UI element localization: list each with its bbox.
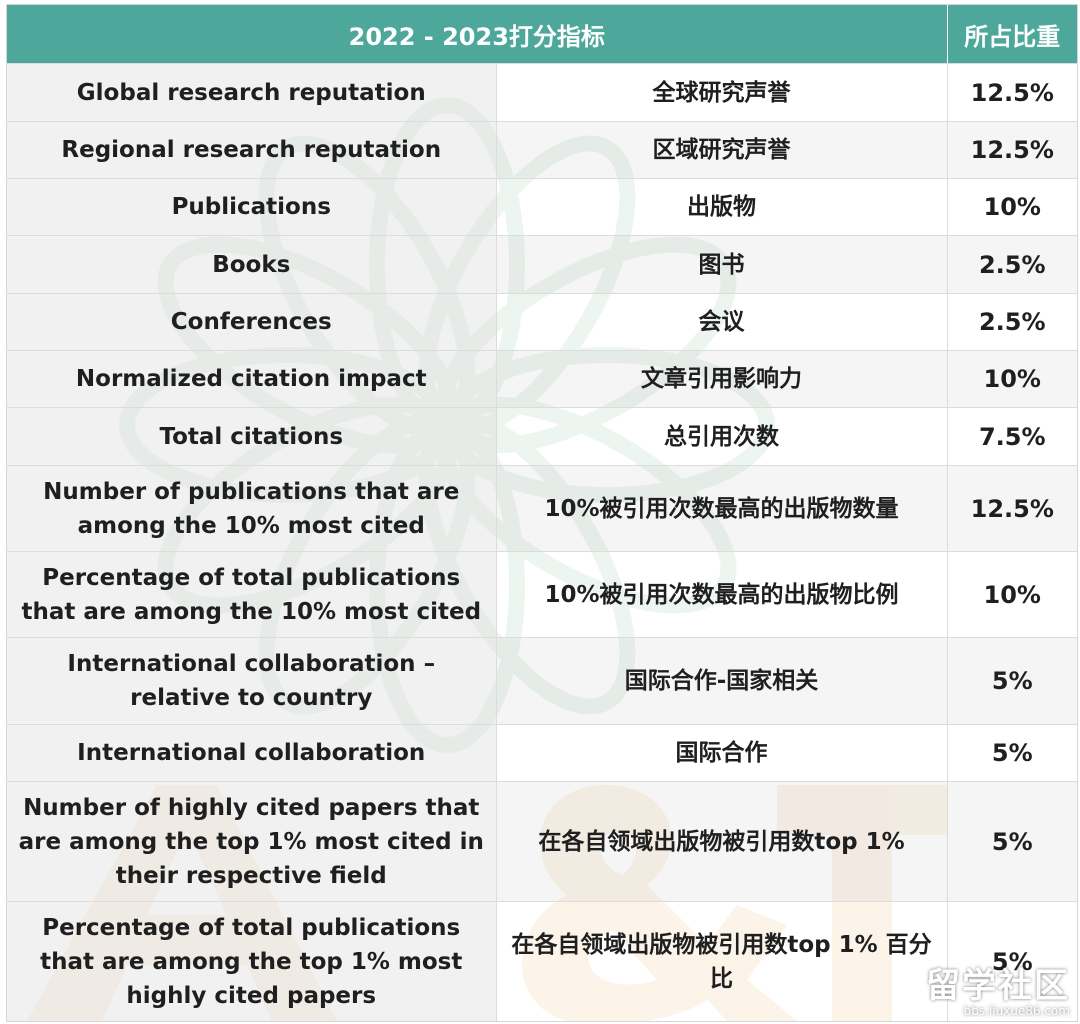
table-row: Normalized citation impact 文章引用影响力 10% (7, 350, 1077, 408)
indicator-cn: 文章引用影响力 (496, 350, 948, 408)
table-row: Percentage of total publications that ar… (7, 551, 1077, 638)
indicator-cn: 在各自领域出版物被引用数top 1% 百分比 (496, 901, 948, 1021)
indicator-cn: 在各自领域出版物被引用数top 1% (496, 781, 948, 902)
indicator-en: Total citations (7, 407, 497, 466)
header-title: 2022 - 2023打分指标 (7, 5, 948, 64)
table-row: Regional research reputation 区域研究声誉 12.5… (7, 121, 1077, 179)
indicator-weight: 5% (947, 724, 1077, 782)
site-logo: 留学社区 bbs.liuxue86.com (926, 968, 1070, 1018)
indicator-en: International collaboration – relative t… (7, 637, 497, 725)
indicator-weight: 7.5% (947, 407, 1077, 466)
indicator-cn: 图书 (496, 235, 948, 294)
indicator-en: Publications (7, 178, 497, 236)
indicator-cn: 国际合作-国家相关 (496, 637, 948, 725)
indicator-cn: 全球研究声誉 (496, 63, 948, 122)
indicator-en: Books (7, 235, 497, 294)
indicator-weight: 5% (947, 901, 1077, 1021)
indicator-weight: 5% (947, 781, 1077, 902)
table-row: Percentage of total publications that ar… (7, 901, 1077, 1021)
table-row: Number of publications that are among th… (7, 465, 1077, 552)
table-row: Global research reputation 全球研究声誉 12.5% (7, 63, 1077, 122)
indicator-weight: 12.5% (947, 63, 1077, 122)
table-header-row: 2022 - 2023打分指标 所占比重 (7, 5, 1077, 64)
indicator-cn: 会议 (496, 293, 948, 351)
site-logo-url: bbs.liuxue86.com (963, 1004, 1070, 1018)
indicator-en: Global research reputation (7, 63, 497, 122)
indicator-weight: 12.5% (947, 465, 1077, 552)
table-row: Number of highly cited papers that are a… (7, 781, 1077, 902)
indicator-weight: 12.5% (947, 121, 1077, 179)
table-row: Conferences 会议 2.5% (7, 293, 1077, 351)
indicator-weight: 5% (947, 637, 1077, 725)
indicator-en: Regional research reputation (7, 121, 497, 179)
table-row: Books 图书 2.5% (7, 235, 1077, 294)
site-logo-text: 留学社区 (926, 966, 1070, 1006)
indicator-en: Number of highly cited papers that are a… (7, 781, 497, 902)
indicator-cn: 区域研究声誉 (496, 121, 948, 179)
indicator-en: International collaboration (7, 724, 497, 782)
indicator-weight: 2.5% (947, 293, 1077, 351)
indicator-en: Percentage of total publications that ar… (7, 901, 497, 1021)
indicator-en: Percentage of total publications that ar… (7, 551, 497, 638)
indicator-cn: 10%被引用次数最高的出版物数量 (496, 465, 948, 552)
indicator-weight: 10% (947, 551, 1077, 638)
indicator-weight: 2.5% (947, 235, 1077, 294)
indicator-cn: 10%被引用次数最高的出版物比例 (496, 551, 948, 638)
indicator-cn: 国际合作 (496, 724, 948, 782)
indicator-weight: 10% (947, 350, 1077, 408)
table-row: International collaboration 国际合作 5% (7, 724, 1077, 782)
table-row: Publications 出版物 10% (7, 178, 1077, 236)
table-row: International collaboration – relative t… (7, 637, 1077, 725)
indicator-weight: 10% (947, 178, 1077, 236)
indicator-cn: 总引用次数 (496, 407, 948, 466)
indicator-en: Number of publications that are among th… (7, 465, 497, 552)
indicator-en: Normalized citation impact (7, 350, 497, 408)
indicator-cn: 出版物 (496, 178, 948, 236)
table-row: Total citations 总引用次数 7.5% (7, 407, 1077, 466)
indicator-en: Conferences (7, 293, 497, 351)
indicator-table: 2022 - 2023打分指标 所占比重 Global research rep… (7, 5, 1077, 1021)
indicator-table-container: 2022 - 2023打分指标 所占比重 Global research rep… (6, 4, 1078, 1022)
header-weight: 所占比重 (947, 5, 1077, 64)
